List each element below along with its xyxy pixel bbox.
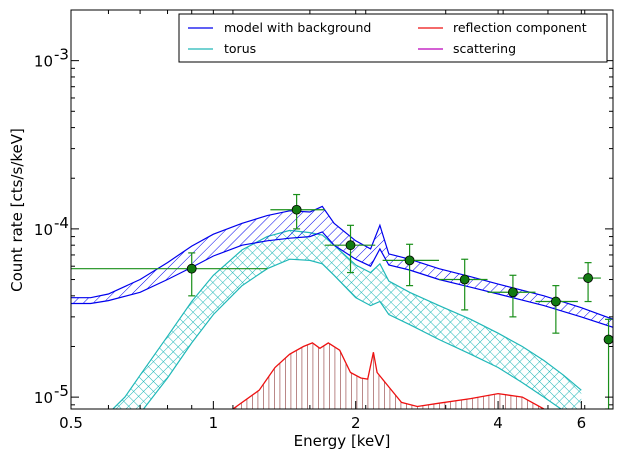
data-marker xyxy=(508,287,518,298)
y-tick-label: 10 xyxy=(34,53,53,71)
torus-band-fill xyxy=(112,230,582,409)
data-point xyxy=(270,193,325,230)
legend-label-torus: torus xyxy=(224,41,256,56)
model-band-upper xyxy=(71,205,613,320)
data-marker xyxy=(550,296,561,307)
plot-area xyxy=(71,193,613,409)
legend: model with background reflection compone… xyxy=(178,13,608,63)
axis-ticks: 0.5 1 2 4 610-510-410-3 xyxy=(34,9,613,432)
x-tick-label: 0.5 xyxy=(59,414,83,432)
data-point xyxy=(438,258,488,311)
legend-label-reflection: reflection component xyxy=(453,20,587,35)
legend-entry-model: model with background xyxy=(188,20,371,35)
y-tick-label: 10 xyxy=(34,221,53,239)
x-axis-label: Energy [keV] xyxy=(294,432,391,450)
data-point xyxy=(71,252,268,297)
x-tick-label: 1 xyxy=(209,414,219,432)
data-marker xyxy=(459,274,470,285)
y-tick-exponent: -3 xyxy=(54,46,69,64)
y-tick-label: 10 xyxy=(34,389,53,407)
y-tick-exponent: -5 xyxy=(54,382,69,400)
x-tick-label: 6 xyxy=(577,414,587,432)
torus-band-lower xyxy=(142,258,563,409)
legend-label-scattering: scattering xyxy=(453,41,516,56)
legend-entry-reflection: reflection component xyxy=(418,20,587,35)
reflection-line xyxy=(232,342,545,409)
data-marker xyxy=(291,204,302,215)
data-point xyxy=(603,318,613,409)
data-point xyxy=(487,274,536,318)
data-marker xyxy=(345,240,356,251)
data-point xyxy=(577,262,601,303)
data-marker xyxy=(186,263,197,274)
x-tick-label: 4 xyxy=(493,414,503,432)
plot-frame xyxy=(70,9,614,410)
reflection-component xyxy=(232,342,545,409)
legend-label-model: model with background xyxy=(224,20,371,35)
y-axis-label: Count rate [cts/s/keV] xyxy=(8,128,26,292)
data-points xyxy=(71,193,613,409)
data-marker xyxy=(603,334,613,345)
data-point xyxy=(535,285,578,334)
torus-band xyxy=(112,229,582,409)
x-tick-label: 2 xyxy=(351,414,361,432)
model-band-fill xyxy=(71,206,613,328)
torus-band-upper xyxy=(112,229,582,409)
legend-box xyxy=(178,13,608,63)
legend-entry-scattering: scattering xyxy=(418,41,516,56)
model-band xyxy=(71,205,613,328)
data-marker xyxy=(583,273,593,283)
y-tick-exponent: -4 xyxy=(54,214,69,232)
data-marker xyxy=(404,255,415,266)
legend-entry-torus: torus xyxy=(188,41,256,56)
data-point xyxy=(382,243,439,287)
model-band-lower xyxy=(71,231,613,328)
data-point xyxy=(324,224,376,274)
